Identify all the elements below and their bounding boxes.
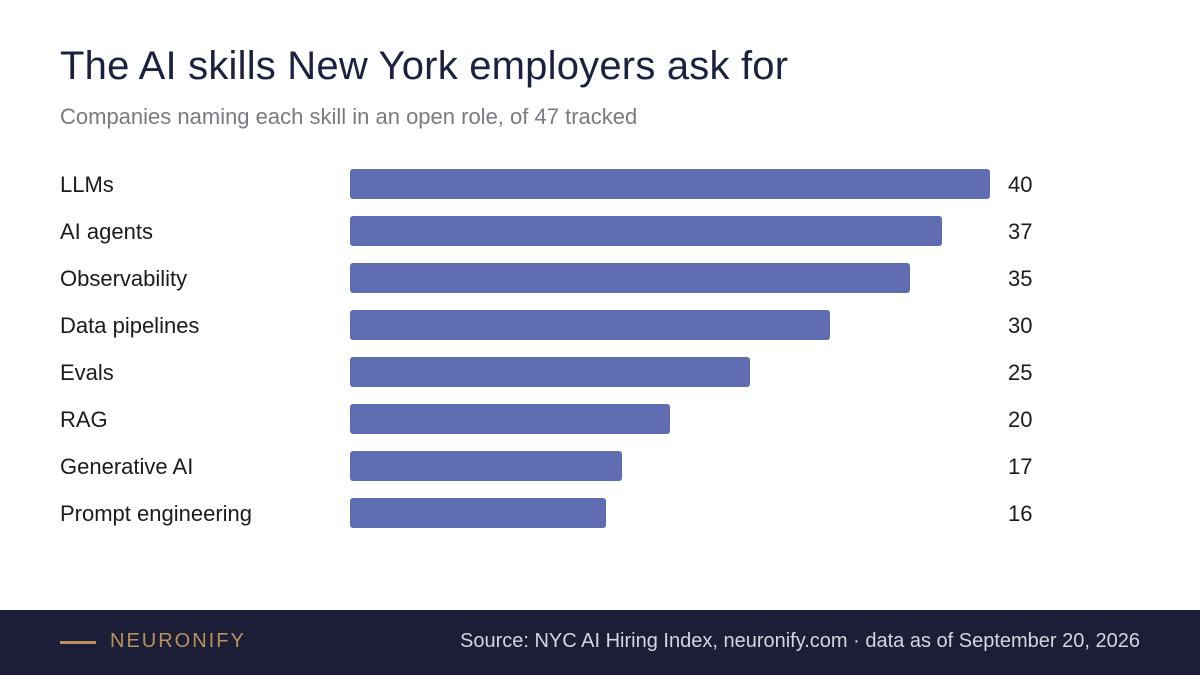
value-label: 40	[1008, 172, 1032, 197]
source-note: Source: NYC AI Hiring Index, neuronify.c…	[460, 630, 1140, 652]
bar-rag	[350, 404, 670, 434]
value-label: 20	[1008, 407, 1032, 432]
category-label: Evals	[60, 360, 114, 385]
value-label: 25	[1008, 360, 1032, 385]
value-label: 37	[1008, 219, 1032, 244]
bars-layer: LLMs 40 AI agents 37 Observability 35 Data pip…	[60, 169, 1032, 528]
value-label: 17	[1008, 454, 1032, 479]
bar-generative-ai	[350, 451, 622, 481]
value-label: 35	[1008, 266, 1032, 291]
chart-subtitle: Companies naming each skill in an open r…	[60, 104, 638, 129]
category-label: Observability	[60, 266, 187, 291]
brand-rule	[60, 641, 96, 644]
category-label: Data pipelines	[60, 313, 199, 338]
brand-name: NEURONIFY	[110, 630, 246, 652]
bar-chart: LLMs 40 AI agents 37 Observability 35 Data pip…	[60, 169, 1032, 528]
bar-evals	[350, 357, 750, 387]
bar-prompt-engineering	[350, 498, 606, 528]
category-label: RAG	[60, 407, 108, 432]
value-label: 30	[1008, 313, 1032, 338]
footer-bar: NEURONIFY Source: NYC AI Hiring Index, n…	[0, 610, 1200, 675]
value-label: 16	[1008, 501, 1032, 526]
category-label: AI agents	[60, 219, 153, 244]
chart-title: The AI skills New York employers ask for	[60, 44, 789, 88]
bar-data-pipelines	[350, 310, 830, 340]
category-label: Generative AI	[60, 454, 193, 479]
bar-observability	[350, 263, 910, 293]
category-label: Prompt engineering	[60, 501, 252, 526]
category-label: LLMs	[60, 172, 114, 197]
bar-llms	[350, 169, 990, 199]
bar-ai-agents	[350, 216, 942, 246]
